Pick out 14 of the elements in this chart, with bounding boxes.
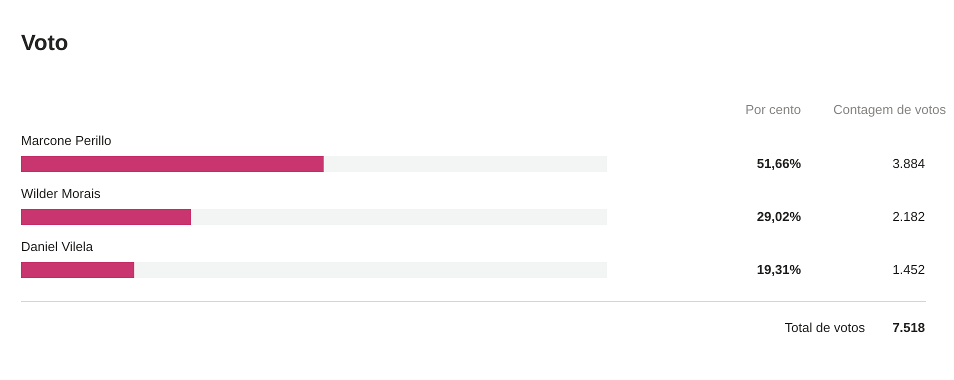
text: Total de votos bbox=[784, 320, 866, 335]
data-label: 29,02% bbox=[756, 209, 802, 224]
text: Contagem de votos bbox=[833, 102, 946, 117]
y-tick-label: Marcone Perillo bbox=[21, 133, 112, 148]
text: Por cento bbox=[745, 102, 801, 117]
y-tick-label: Wilder Morais bbox=[21, 186, 101, 201]
text: 7.518 bbox=[892, 320, 925, 335]
data-label: 51,66% bbox=[756, 156, 802, 171]
text: 3.884 bbox=[892, 156, 925, 171]
data-label: 19,31% bbox=[756, 262, 802, 277]
text: 2.182 bbox=[892, 209, 925, 224]
chart-title: Voto bbox=[21, 30, 68, 55]
y-tick-label: Daniel Vilela bbox=[21, 239, 94, 254]
text: 1.452 bbox=[892, 262, 925, 277]
